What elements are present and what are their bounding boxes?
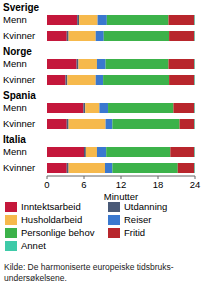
bar-segment (194, 75, 195, 85)
bar-segment (168, 15, 194, 25)
bar-segment (47, 147, 84, 157)
x-tick-label: 12 (116, 179, 127, 190)
bar-segment (107, 15, 169, 25)
category-label: Kvinner (3, 30, 35, 41)
bar-segment (67, 75, 95, 85)
bar-segment (47, 31, 67, 41)
bar-segment (77, 15, 79, 25)
legend-swatch (5, 202, 17, 212)
bar-segment (103, 75, 169, 85)
group-label: Norge (3, 46, 32, 57)
bar-segment (168, 59, 194, 69)
legend-label: Reiser (124, 214, 151, 225)
bar-segment (47, 103, 83, 113)
x-tick-label: 6 (81, 179, 86, 190)
group-label: Sverige (3, 2, 40, 13)
bar-segment (106, 119, 113, 129)
bar-segment (194, 147, 195, 157)
legend-label: Husholdarbeid (21, 214, 82, 225)
bar-segment (194, 59, 195, 69)
bar-segment (112, 119, 179, 129)
bar-segment (169, 75, 194, 85)
bar-segment (98, 15, 107, 25)
legend-label: Utdanning (124, 201, 167, 212)
category-label: Menn (3, 102, 27, 113)
x-tick-label: 24 (190, 179, 201, 190)
bar-segment (96, 75, 103, 85)
bar-segment (47, 59, 77, 69)
chart: SverigeMennKvinnerNorgeMennKvinnerSpania… (0, 0, 205, 296)
bar-segment (169, 31, 194, 41)
legend-swatch (108, 228, 120, 238)
legend-label: Fritid (124, 227, 145, 238)
category-label: Menn (3, 58, 27, 69)
bar-segment (69, 163, 105, 173)
bar-segment (96, 31, 104, 41)
legend: Inntektsarbeid Utdanning Husholdarbeid Reis… (5, 201, 167, 251)
bar-segment (83, 103, 85, 113)
bar-segment (99, 103, 108, 113)
bar-segment (66, 75, 68, 85)
bar-segment (67, 31, 69, 41)
x-tick-label: 18 (153, 179, 164, 190)
bar-segment (77, 59, 79, 69)
legend-swatch (5, 241, 17, 251)
x-tick-label: 0 (44, 179, 49, 190)
bar-segment (86, 147, 97, 157)
bar-segment (67, 163, 69, 173)
bar-segment (84, 147, 86, 157)
category-label: Kvinner (3, 74, 35, 85)
bar-segment (69, 31, 96, 41)
bar-segment (108, 103, 173, 113)
legend-swatch (108, 215, 120, 225)
source: Kilde: De harmoniserte europeiske tidsbr… (4, 262, 200, 284)
bar-segment (78, 59, 97, 69)
bar-segment (79, 15, 98, 25)
category-label: Menn (3, 14, 27, 25)
bar-segment (85, 103, 99, 113)
category-label: Menn (3, 146, 27, 157)
group-label: Italia (3, 134, 26, 145)
category-label: Kvinner (3, 118, 35, 129)
bar-segment (180, 119, 195, 129)
bar-segment (106, 59, 169, 69)
bar-segment (67, 119, 69, 129)
bar-segment (194, 163, 195, 173)
bar-segment (47, 119, 67, 129)
bar-segment (194, 119, 195, 129)
legend-swatch (108, 202, 120, 212)
bar-segment (106, 147, 170, 157)
bar-segment (47, 15, 77, 25)
legend-swatch (5, 228, 17, 238)
bar-segment (105, 163, 112, 173)
category-label: Kvinner (3, 162, 35, 173)
bar-segment (47, 75, 66, 85)
bar-segment (97, 147, 106, 157)
bar-segment (97, 59, 106, 69)
group-label: Spania (3, 90, 36, 101)
bars (47, 15, 195, 173)
bar-segment (170, 147, 194, 157)
bar-segment (69, 119, 106, 129)
bar-segment (47, 163, 67, 173)
legend-label: Personlige behov (21, 227, 95, 238)
legend-swatch (5, 215, 17, 225)
bar-segment (194, 15, 195, 25)
legend-label: Inntektsarbeid (21, 201, 81, 212)
bar-segment (178, 163, 195, 173)
bar-segment (194, 31, 195, 41)
legend-label: Annet (21, 240, 46, 251)
bar-segment (194, 103, 195, 113)
bar-segment (173, 103, 194, 113)
bar-segment (104, 31, 169, 41)
bar-segment (112, 163, 177, 173)
